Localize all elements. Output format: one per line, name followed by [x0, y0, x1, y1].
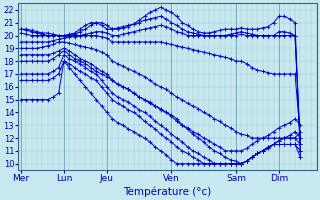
X-axis label: Température (°c): Température (°c) — [123, 186, 212, 197]
